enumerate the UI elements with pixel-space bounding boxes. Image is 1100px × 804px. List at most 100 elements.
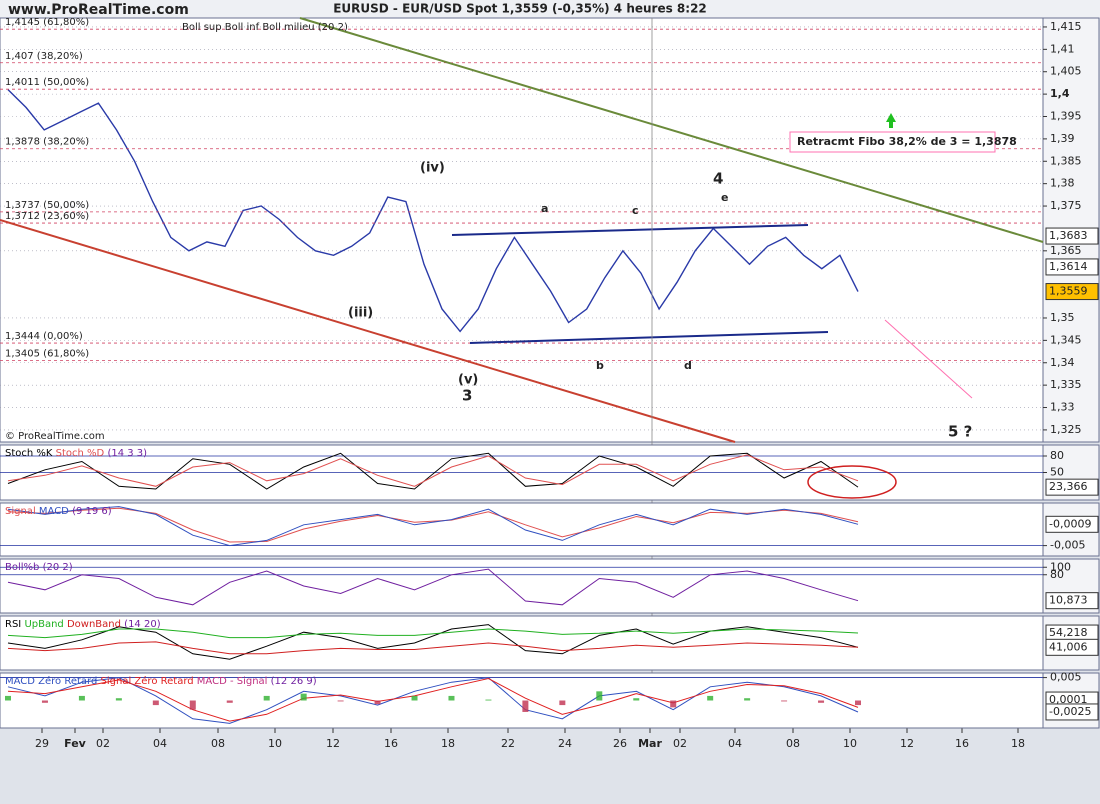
- annotation: 4: [713, 170, 723, 188]
- highlight-circle: [807, 465, 897, 499]
- last-value-box: [1045, 283, 1099, 301]
- histogram-bar: [300, 693, 307, 701]
- histogram-bar: [485, 699, 492, 701]
- legend-entry: Signal: [5, 506, 36, 517]
- annotation: 3: [462, 387, 472, 405]
- y-tick-label: 1,415: [1050, 20, 1082, 33]
- x-tick-label: Mar: [638, 737, 662, 750]
- histogram-bar: [707, 695, 714, 701]
- y-tick-label: 1,325: [1050, 423, 1082, 436]
- histogram-bar: [189, 700, 196, 710]
- y-tick-label: 1,345: [1050, 333, 1082, 346]
- y-tick-label: 1,375: [1050, 199, 1082, 212]
- legend-entry: MACD - Signal: [197, 676, 268, 687]
- last-value-label: 10,873: [1049, 594, 1088, 607]
- histogram-bar: [152, 700, 159, 706]
- histogram-bar: [781, 700, 788, 702]
- series-line: [7, 506, 859, 547]
- histogram-bar: [115, 698, 122, 701]
- legend: Stoch %K Stoch %D (14 3 3): [5, 448, 147, 459]
- histogram-bar: [41, 700, 48, 703]
- y-tick-label: 1,405: [1050, 65, 1082, 78]
- panel: [0, 17, 1044, 443]
- fibo-label: 1,3405 (61,80%): [5, 349, 89, 360]
- x-tick-label: 22: [501, 737, 515, 750]
- x-tick-label: 08: [211, 737, 225, 750]
- panel: [0, 502, 1044, 557]
- histogram-bar: [263, 695, 270, 701]
- legend-entry: Signal Zéro Retard: [101, 675, 194, 687]
- last-value-label: 0,0001: [1049, 693, 1088, 706]
- legend-entry: MACD: [39, 506, 69, 517]
- last-value-box: [1045, 258, 1099, 276]
- histogram-bar: [226, 700, 233, 703]
- histogram-bar: [78, 695, 85, 701]
- series-line: [7, 568, 859, 606]
- histogram-bar: [522, 700, 529, 712]
- histogram-bar: [855, 700, 861, 706]
- annotation: e: [721, 191, 728, 204]
- fibo-label: 1,3878 (38,20%): [5, 137, 89, 148]
- series-line: [7, 677, 859, 724]
- legend-entry: Stoch %D: [56, 448, 105, 459]
- annotation: a: [541, 202, 548, 215]
- y-tick-label: 1,335: [1050, 378, 1082, 391]
- x-tick-label: 10: [843, 737, 857, 750]
- legend-entry: RSI: [5, 619, 21, 630]
- series-line: [7, 452, 859, 490]
- y-tick-label: 1,38: [1050, 177, 1075, 190]
- y-tick-label: 1,33: [1050, 401, 1075, 414]
- legend-params: (14 20): [124, 619, 161, 630]
- y-tick-label: 50: [1050, 466, 1064, 479]
- fibo-label: 1,3737 (50,00%): [5, 200, 89, 211]
- y-tick-label: 80: [1050, 568, 1064, 581]
- last-value-label: 41,006: [1049, 640, 1088, 653]
- x-tick-label: 18: [1011, 737, 1025, 750]
- series-line: [7, 628, 859, 639]
- annotation: (iii): [348, 306, 373, 321]
- legend-entry: UpBand: [24, 619, 63, 630]
- legend-entry: Stoch %K: [5, 448, 53, 459]
- last-value-box: [1045, 227, 1099, 245]
- legend: MACD Zéro Retard Signal Zéro Retard MACD…: [5, 675, 317, 687]
- last-value-label: -0,0009: [1049, 517, 1091, 530]
- y-tick-label: 1,34: [1050, 356, 1075, 369]
- trendline-lower: [0, 219, 736, 443]
- histogram-bar: [337, 700, 344, 702]
- fibo-label: 1,4145 (61,80%): [5, 17, 89, 28]
- last-value-label: 1,3683: [1049, 229, 1088, 242]
- histogram-bar: [670, 700, 677, 708]
- histogram-bar: [633, 698, 640, 701]
- legend: RSI UpBand DownBand (14 20): [5, 619, 161, 630]
- histogram-bar: [596, 691, 603, 701]
- series-line: [7, 641, 859, 655]
- annotation: Retracmt Fibo 38,2% de 3 = 1,3878: [797, 135, 1017, 148]
- annotation-box: [789, 131, 996, 153]
- last-value-label: 1,3559: [1049, 285, 1088, 298]
- x-tick-label: 04: [728, 737, 742, 750]
- projection-arrow: [884, 319, 973, 399]
- y-tick-label: 1,41: [1050, 42, 1075, 55]
- last-value-label: 23,366: [1049, 480, 1088, 493]
- annotation: (iv): [420, 161, 445, 176]
- legend-entry: DownBand: [67, 619, 121, 630]
- legend-entry: MACD Zéro Retard: [5, 675, 97, 687]
- y-tick-label: 1,385: [1050, 154, 1082, 167]
- panel: [0, 558, 1044, 614]
- histogram-bar: [448, 695, 455, 701]
- x-tick-label: 18: [441, 737, 455, 750]
- legend-params: (12 26 9): [271, 676, 317, 687]
- x-tick-label: 12: [326, 737, 340, 750]
- histogram-bar: [5, 695, 11, 701]
- histogram-bar: [818, 700, 825, 703]
- fibo-label: 1,3712 (23,60%): [5, 211, 89, 222]
- last-value-box: [1045, 638, 1099, 656]
- x-tick-label: 08: [786, 737, 800, 750]
- y-tick-label: 0,005: [1050, 671, 1082, 684]
- legend-params: (20 2): [43, 562, 73, 573]
- histogram-bar: [411, 695, 418, 701]
- fibo-label: 1,4011 (50,00%): [5, 77, 89, 88]
- annotation: (v): [458, 373, 478, 388]
